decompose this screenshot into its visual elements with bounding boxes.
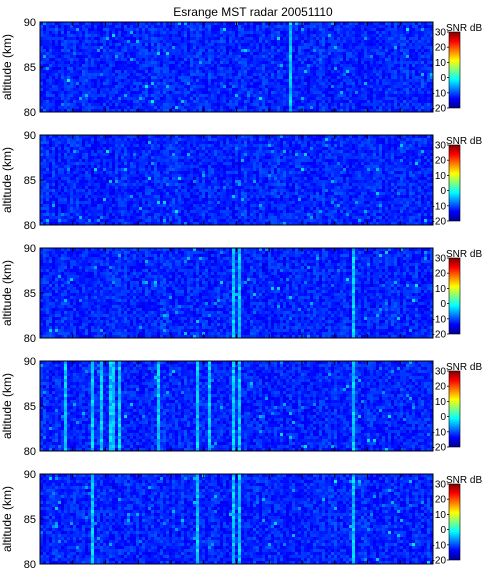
colorbar-tick-label: 30 [435, 141, 447, 152]
heatmap-image [40, 361, 433, 451]
y-axis-label: altitude (km) [0, 373, 14, 439]
y-tick-label: 80 [24, 333, 36, 345]
y-axis-label: altitude (km) [0, 260, 14, 326]
colorbar-label: SNR dB [446, 136, 482, 147]
colorbar-tick-label: 0 [440, 525, 446, 536]
colorbar-tick-label: 10 [435, 397, 447, 408]
y-tick-label: 90 [24, 469, 36, 481]
colorbar-tick-label: 0 [440, 186, 446, 197]
colorbar-tick-label: -20 [432, 443, 447, 454]
y-tick-label: 90 [24, 130, 36, 142]
colorbar-tick-label: 10 [435, 58, 447, 69]
colorbar-tick-label: 30 [435, 28, 447, 39]
y-tick-label: 85 [24, 401, 36, 413]
chart-title: Esrange MST radar 20051110 [173, 5, 333, 19]
colorbar-label: SNR dB [446, 362, 482, 373]
colorbar-tick-label: 30 [435, 480, 447, 491]
y-axis-label: altitude (km) [0, 147, 14, 213]
y-tick-label: 80 [24, 446, 36, 458]
colorbar-tick-label: 20 [435, 269, 447, 280]
colorbar [448, 144, 461, 222]
y-tick-label: 80 [24, 220, 36, 232]
y-tick-label: 90 [24, 356, 36, 368]
heatmap-image [40, 248, 433, 338]
y-tick-label: 85 [24, 62, 36, 74]
colorbar-tick-label: 20 [435, 382, 447, 393]
y-tick-label: 80 [24, 107, 36, 119]
colorbar-tick-label: -20 [432, 104, 447, 115]
colorbar-label: SNR dB [446, 249, 482, 260]
colorbar-tick-label: -10 [432, 201, 447, 212]
y-axis-label: altitude (km) [0, 486, 14, 552]
heatmap-image [40, 22, 433, 112]
colorbar-label: SNR dB [446, 475, 482, 486]
colorbar-tick-label: -20 [432, 330, 447, 341]
colorbar-label: SNR dB [446, 23, 482, 34]
colorbar-tick-label: 10 [435, 284, 447, 295]
y-tick-label: 90 [24, 17, 36, 29]
colorbar-tick-label: -10 [432, 427, 447, 438]
colorbar-tick-label: -10 [432, 88, 447, 99]
y-tick-label: 85 [24, 288, 36, 300]
y-tick-label: 85 [24, 175, 36, 187]
colorbar [448, 31, 461, 109]
colorbar-tick-label: 0 [440, 73, 446, 84]
y-tick-label: 80 [24, 559, 36, 571]
y-axis-label: altitude (km) [0, 34, 14, 100]
y-tick-label: 85 [24, 514, 36, 526]
colorbar [448, 483, 461, 561]
colorbar-tick-label: -10 [432, 314, 447, 325]
colorbar-tick-label: -10 [432, 540, 447, 551]
colorbar-tick-label: 30 [435, 254, 447, 265]
colorbar-tick-label: 20 [435, 156, 447, 167]
y-tick-label: 90 [24, 243, 36, 255]
colorbar-tick-label: -20 [432, 556, 447, 567]
colorbar-tick-label: -20 [432, 217, 447, 228]
heatmap-image [40, 474, 433, 564]
colorbar-tick-label: 10 [435, 510, 447, 521]
colorbar-tick-label: 0 [440, 412, 446, 423]
colorbar-tick-label: 30 [435, 367, 447, 378]
heatmap-image [40, 135, 433, 225]
colorbar-tick-label: 10 [435, 171, 447, 182]
colorbar [448, 257, 461, 335]
colorbar [448, 370, 461, 448]
colorbar-tick-label: 0 [440, 299, 446, 310]
colorbar-tick-label: 20 [435, 495, 447, 506]
colorbar-tick-label: 20 [435, 43, 447, 54]
